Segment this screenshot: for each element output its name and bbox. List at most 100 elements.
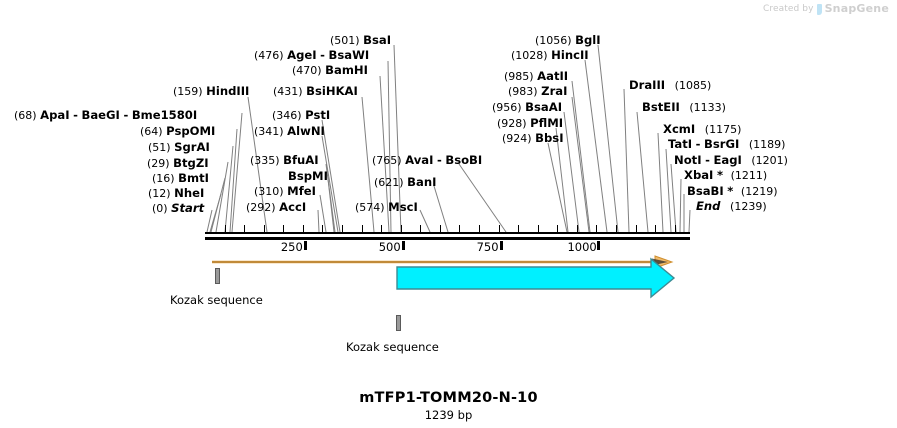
ruler-major-tick	[303, 241, 307, 250]
site-pos-bsrGI: (1189)	[748, 138, 786, 151]
site-name-zraI: ZraI	[541, 84, 568, 98]
site-pos-hindIII: (159)	[173, 85, 203, 98]
site-label-bmtI[interactable]: (16) BmtI	[152, 171, 209, 185]
ruler-minor-tick	[361, 225, 363, 232]
site-pos-bstEII: (1133)	[689, 101, 726, 114]
site-name-bsiHKAI: BsiHKAI	[306, 84, 358, 98]
site-name-bsaAI: BsaAI	[525, 100, 563, 114]
site-pos-bsiHKAI: (431)	[273, 85, 303, 98]
site-pos-xcmI: (1175)	[704, 123, 742, 136]
site-label-xcmI[interactable]: XcmI (1175)	[663, 122, 742, 136]
ruler-minor-tick	[263, 225, 265, 232]
site-pos-banI: (621)	[374, 176, 404, 189]
site-label-aatII[interactable]: (985) AatII	[504, 70, 568, 83]
site-label-mscI[interactable]: (574) MscI	[355, 201, 418, 214]
ruler-tick-label: 750	[476, 240, 499, 254]
site-separator: -	[123, 108, 129, 122]
site-label-sgrAI[interactable]: (51) SgrAI	[148, 141, 210, 154]
site-name-baeGI: BaeGI	[81, 108, 120, 122]
site-label-btgZI[interactable]: (29) BtgZI	[147, 157, 209, 170]
site-pos-draIII: (1085)	[674, 79, 712, 92]
site-label-bsaI[interactable]: (501) BsaI	[330, 33, 392, 47]
site-pos-bsaI: (501)	[330, 34, 360, 47]
site-name-bsaI: BsaI	[363, 33, 392, 47]
site-asterisk: *	[716, 168, 724, 182]
site-label-bsaAI[interactable]: (956) BsaAI	[492, 100, 563, 114]
site-label-bspMI[interactable]: BspMI	[288, 170, 328, 183]
site-label-bstEII[interactable]: BstEII (1133)	[642, 101, 726, 114]
site-separator: -	[695, 137, 701, 151]
site-name-hindIII: HindIII	[206, 84, 250, 98]
site-pos-avaI: (765)	[372, 154, 402, 167]
ruler-minor-tick	[635, 225, 637, 232]
ruler-minor-tick	[400, 225, 402, 232]
site-name-bmtI: BmtI	[178, 171, 209, 185]
site-name-pspOMI: PspOMI	[166, 124, 216, 138]
site-label-alwNI[interactable]: (341) AlwNI	[254, 124, 325, 138]
kozak-mark-lower[interactable]	[396, 315, 401, 331]
site-label-zraI[interactable]: (983) ZraI	[508, 84, 568, 98]
ruler-minor-tick	[557, 225, 559, 232]
site-label-bbsI[interactable]: (924) BbsI	[502, 131, 564, 145]
snapgene-watermark: Created by SnapGene	[763, 2, 889, 15]
site-label-apaI-baeGI-bme1580I[interactable]: (68) ApaI - BaeGI - Bme1580I	[14, 108, 197, 122]
site-pos-end: (1239)	[730, 200, 767, 213]
site-label-ageI-bsaWI[interactable]: (476) AgeI - BsaWI	[254, 49, 369, 62]
site-label-pspOMI[interactable]: (64) PspOMI	[140, 124, 216, 138]
site-label-pflMI[interactable]: (928) PflMI	[497, 117, 563, 130]
site-name-eagI: EagI	[713, 153, 742, 167]
ruler-major-tick	[597, 241, 601, 250]
ruler-minor-tick	[479, 225, 480, 232]
site-pos-sgrAI: (51)	[148, 141, 171, 154]
feature-label-mtfp1: mTFP1	[0, 271, 897, 285]
ruler-minor-tick	[459, 225, 461, 232]
site-name-bbsI: BbsI	[535, 131, 564, 145]
site-label-hindIII[interactable]: (159) HindIII	[173, 84, 250, 98]
site-label-bsaBI[interactable]: BsaBI * (1219)	[687, 184, 778, 198]
site-label-hincII[interactable]: (1028) HincII	[511, 49, 589, 62]
ruler-minor-tick	[381, 225, 383, 232]
site-label-bglI[interactable]: (1056) BglI	[535, 34, 601, 47]
watermark-brand: SnapGene	[824, 2, 889, 15]
site-name-draIII: DraIII	[629, 78, 666, 92]
site-name-alwNI: AlwNI	[287, 124, 325, 138]
site-pos-xbaI: (1211)	[730, 169, 768, 182]
kozak-caption-lower: Kozak sequence	[346, 340, 439, 354]
site-name-xcmI: XcmI	[663, 122, 696, 136]
kozak-mark-upper[interactable]	[215, 268, 220, 284]
ruler-minor-tick	[283, 225, 285, 232]
ruler-minor-tick	[224, 225, 226, 232]
site-label-xbaI[interactable]: XbaI * (1211)	[684, 168, 768, 182]
site-label-draIII[interactable]: DraIII (1085)	[629, 78, 712, 92]
ruler-minor-tick	[537, 225, 539, 232]
site-label-end[interactable]: End (1239)	[696, 200, 767, 213]
site-pos-start: (0)	[152, 202, 168, 215]
site-name-avaI: AvaI	[405, 153, 434, 167]
site-pos-bmtI: (16)	[152, 172, 175, 185]
site-label-mfeI[interactable]: (310) MfeI	[254, 184, 316, 198]
ruler-minor-tick	[439, 225, 441, 232]
ruler-tick-label: 500	[378, 240, 401, 254]
site-label-tatI-bsrGI[interactable]: TatI - BsrGI (1189)	[668, 137, 786, 151]
ruler-minor-tick	[322, 225, 324, 232]
site-asterisk: *	[727, 184, 734, 198]
site-label-accI[interactable]: (292) AccI	[246, 201, 306, 214]
site-pos-mfeI: (310)	[254, 185, 284, 198]
site-label-bamHI[interactable]: (470) BamHI	[292, 64, 368, 77]
site-label-avaI-bsoBI[interactable]: (765) AvaI - BsoBI	[372, 153, 482, 167]
site-label-pstI[interactable]: (346) PstI	[272, 109, 330, 122]
site-label-bsiHKAI[interactable]: (431) BsiHKAI	[273, 84, 358, 98]
site-pos-pstI: (346)	[272, 109, 302, 122]
site-name-banI: BanI	[407, 175, 437, 189]
ruler-top-line	[205, 232, 690, 234]
site-label-start[interactable]: (0) Start	[152, 202, 204, 215]
site-name-mfeI: MfeI	[287, 184, 316, 198]
site-label-banI[interactable]: (621) BanI	[374, 175, 437, 189]
site-label-nheI[interactable]: (12) NheI	[148, 187, 204, 200]
site-label-notI-eagI[interactable]: NotI - EagI (1201)	[674, 153, 788, 167]
site-separator: -	[73, 108, 78, 122]
site-label-bfuAI[interactable]: (335) BfuAI	[250, 154, 319, 167]
